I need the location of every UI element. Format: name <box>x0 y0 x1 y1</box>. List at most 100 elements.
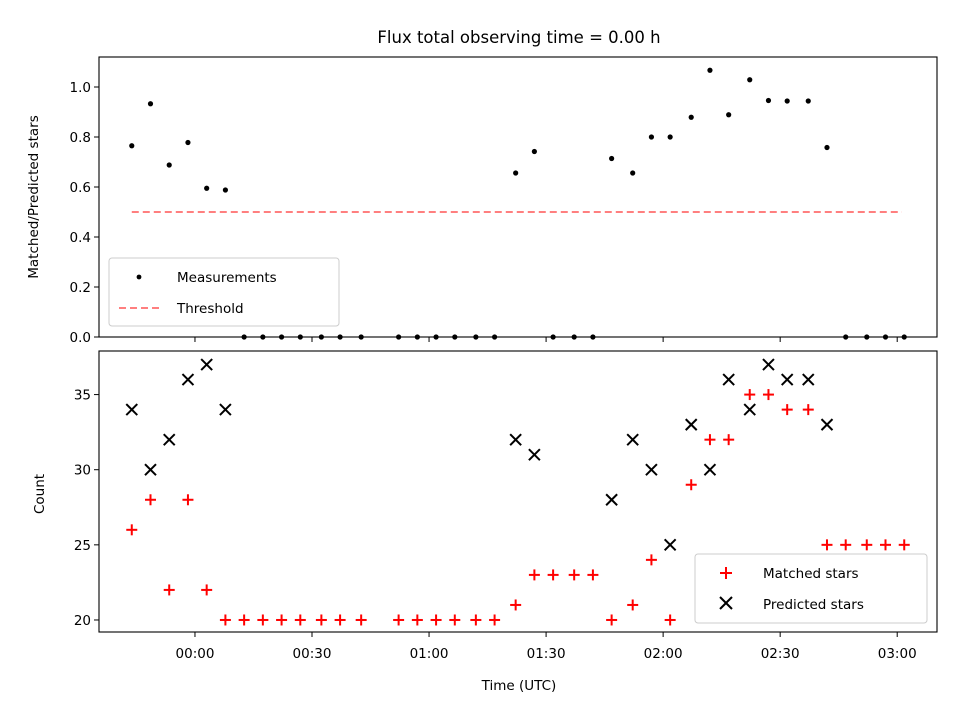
measurement-point <box>241 334 247 340</box>
matched-star-point <box>861 539 873 551</box>
count-series <box>125 358 910 626</box>
top-y-tick-label: 0.6 <box>70 180 91 196</box>
predicted-star-point <box>528 448 541 461</box>
bottom-axes-frame <box>98 350 938 633</box>
bottom-y-tick-label: 20 <box>74 613 91 629</box>
top-legend: Measurements Threshold <box>108 257 340 327</box>
measurement-point <box>765 97 772 104</box>
matched-star-point <box>664 614 676 626</box>
matched-star-point <box>547 569 559 581</box>
predicted-star-point <box>144 463 157 476</box>
matched-star-point <box>411 614 423 626</box>
matched-star-point <box>430 614 442 626</box>
bottom-legend: Matched stars Predicted stars <box>694 553 928 624</box>
predicted-star-point <box>200 358 213 371</box>
legend-threshold-label: Threshold <box>176 301 244 317</box>
measurement-point <box>901 334 907 340</box>
measurement-point <box>147 101 154 107</box>
predicted-star-point <box>780 373 794 386</box>
matched-star-point <box>182 494 194 506</box>
top-panel: 0.0 0.2 0.4 0.6 0.8 1.0 Matched/Predicted sta… <box>26 56 938 346</box>
matched-star-point <box>587 569 599 581</box>
predicted-star-point <box>605 493 618 506</box>
predicted-star-point <box>219 403 232 416</box>
measurement-point <box>864 334 870 340</box>
measurement-point <box>531 148 537 155</box>
measurement-point <box>414 334 420 340</box>
measurement-point <box>609 155 615 162</box>
matched-star-point <box>568 569 580 581</box>
measurement-point <box>707 67 713 73</box>
matched-star-point <box>762 389 774 401</box>
matched-star-point <box>489 614 501 626</box>
measurement-point <box>185 139 191 146</box>
predicted-star-point <box>509 433 522 446</box>
matched-star-point <box>144 494 156 506</box>
matched-star-point <box>315 614 327 626</box>
measurement-point <box>726 112 732 118</box>
measurement-point <box>571 334 577 340</box>
measurement-point <box>278 334 285 340</box>
predicted-star-point <box>163 433 176 446</box>
matched-star-point <box>723 434 735 446</box>
bottom-y-ticks: 20 25 30 35 <box>74 388 99 629</box>
matched-star-point <box>510 599 522 611</box>
top-axes-frame <box>98 56 938 338</box>
matched-star-point <box>685 479 697 491</box>
top-x-ticks <box>194 337 898 342</box>
predicted-star-point <box>703 463 717 476</box>
measurement-point <box>129 143 135 149</box>
matched-star-point <box>238 614 250 626</box>
legend-predicted-marker <box>719 596 733 610</box>
matched-star-point <box>393 614 405 626</box>
top-legend-box <box>108 257 340 327</box>
bottom-y-axis-label: Count <box>32 474 48 514</box>
matched-star-point <box>802 404 814 416</box>
measurement-point <box>358 334 364 340</box>
matched-star-point <box>276 614 288 626</box>
matched-star-point <box>781 404 793 416</box>
measurement-point <box>166 162 172 168</box>
matched-star-point <box>470 614 482 626</box>
measurement-point <box>843 334 849 340</box>
legend-measurements-label: Measurements <box>177 270 277 286</box>
top-y-tick-label: 0.4 <box>70 230 91 246</box>
predicted-star-point <box>762 358 775 371</box>
legend-measurements-marker <box>136 274 142 280</box>
matched-star-point <box>355 614 367 626</box>
predicted-star-point <box>802 373 815 386</box>
predicted-star-point <box>626 433 639 446</box>
matched-star-point <box>645 554 657 566</box>
measurement-point <box>337 334 343 340</box>
bottom-x-ticks: 00:00 00:30 01:00 01:30 02:00 02:30 03:00 <box>176 632 917 662</box>
predicted-star-point <box>685 418 698 431</box>
matched-star-point <box>898 539 910 551</box>
predicted-star-point <box>645 463 658 476</box>
top-y-tick-label: 0.2 <box>70 280 91 296</box>
x-axis-label: Time (UTC) <box>481 678 557 694</box>
x-tick-label: 01:00 <box>410 646 449 662</box>
matched-star-point <box>880 539 892 551</box>
matched-star-point <box>704 434 716 446</box>
matched-star-point <box>334 614 346 626</box>
matched-star-point <box>744 389 756 401</box>
measurement-point <box>473 334 479 340</box>
matched-star-point <box>257 614 269 626</box>
predicted-star-point <box>743 403 756 416</box>
measurement-point <box>452 334 458 340</box>
measurement-point <box>805 98 811 104</box>
measurement-point <box>550 334 556 340</box>
matched-star-point <box>449 614 461 626</box>
bottom-legend-box <box>694 553 928 624</box>
predicted-star-point <box>181 373 195 386</box>
measurement-point <box>747 77 753 83</box>
measurement-point <box>204 185 210 191</box>
x-tick-label: 02:00 <box>644 646 683 662</box>
x-tick-label: 03:00 <box>878 646 917 662</box>
measurement-point <box>824 144 830 151</box>
measurement-point <box>784 98 790 104</box>
measurement-point <box>648 134 655 140</box>
top-y-ticks: 0.0 0.2 0.4 0.6 0.8 1.0 <box>70 80 99 346</box>
